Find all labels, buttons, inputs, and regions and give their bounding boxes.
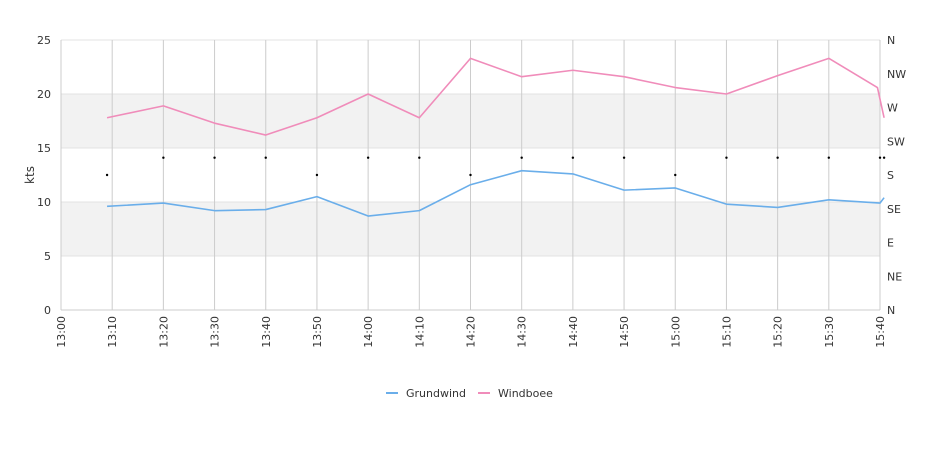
right-axis-label: S	[887, 169, 894, 182]
direction-dot	[520, 156, 523, 159]
x-tick-label: 14:20	[465, 316, 478, 348]
x-tick-label: 13:30	[209, 316, 222, 348]
x-tick-label: 14:10	[413, 316, 426, 348]
y-tick-label: 20	[37, 88, 51, 101]
direction-dot	[105, 173, 109, 177]
direction-dot	[674, 173, 677, 177]
direction-dot	[213, 156, 216, 159]
y-tick-label: 25	[37, 34, 51, 47]
legend-label-grundwind[interactable]: Grundwind	[406, 387, 466, 400]
direction-dot	[418, 156, 421, 159]
legend-label-windboee[interactable]: Windboee	[498, 387, 553, 400]
direction-dot	[622, 156, 626, 159]
direction-dot	[776, 156, 779, 159]
x-tick-label: 13:10	[106, 316, 119, 348]
right-axis-label: NE	[887, 270, 902, 283]
x-tick-label: 15:40	[874, 316, 887, 348]
x-tick-label: 13:50	[311, 316, 324, 348]
direction-dot	[725, 156, 728, 159]
direction-dot	[882, 156, 886, 159]
x-tick-label: 14:00	[362, 316, 375, 348]
x-tick-label: 13:40	[260, 316, 273, 348]
y-tick-label: 10	[37, 196, 51, 209]
x-tick-label: 14:40	[567, 316, 580, 348]
x-tick-label: 15:20	[772, 316, 785, 348]
direction-dot	[827, 156, 831, 159]
y-tick-label: 0	[44, 304, 51, 317]
y-tick-label: 5	[44, 250, 51, 263]
x-tick-label: 13:20	[157, 316, 170, 348]
right-axis-label: W	[887, 102, 898, 115]
direction-dot	[315, 173, 319, 177]
x-tick-label: 14:30	[516, 316, 529, 348]
right-axis-label: E	[887, 237, 894, 250]
direction-dot	[162, 156, 165, 159]
right-axis-label: SE	[887, 203, 901, 216]
series-line-grundwind	[107, 169, 885, 217]
right-axis-label: N	[887, 34, 895, 47]
direction-dot	[366, 156, 370, 159]
y-axis-title: kts	[23, 166, 37, 184]
direction-dot	[571, 156, 575, 159]
x-tick-label: 15:10	[720, 316, 733, 348]
direction-dot	[469, 173, 472, 177]
direction-dot	[878, 156, 882, 159]
direction-dot	[264, 156, 267, 159]
right-axis-label: SW	[887, 135, 905, 148]
right-axis-label: N	[887, 304, 895, 317]
y-tick-label: 15	[37, 142, 51, 155]
x-tick-label: 15:00	[669, 316, 682, 348]
x-tick-label: 13:00	[55, 316, 68, 348]
x-tick-label: 14:50	[618, 316, 631, 348]
x-tick-label: 15:30	[823, 316, 836, 348]
series-line-windboee	[106, 57, 885, 136]
right-axis-label: NW	[887, 68, 906, 81]
